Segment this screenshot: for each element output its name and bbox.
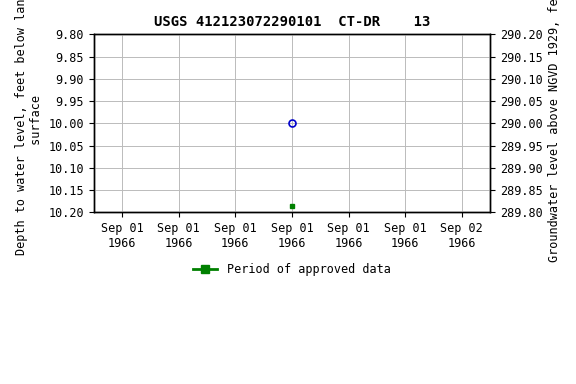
Y-axis label: Groundwater level above NGVD 1929, feet: Groundwater level above NGVD 1929, feet [548, 0, 561, 262]
Legend: Period of approved data: Period of approved data [189, 259, 395, 281]
Title: USGS 412123072290101  CT-DR    13: USGS 412123072290101 CT-DR 13 [154, 15, 430, 29]
Y-axis label: Depth to water level, feet below land
 surface: Depth to water level, feet below land su… [15, 0, 43, 255]
